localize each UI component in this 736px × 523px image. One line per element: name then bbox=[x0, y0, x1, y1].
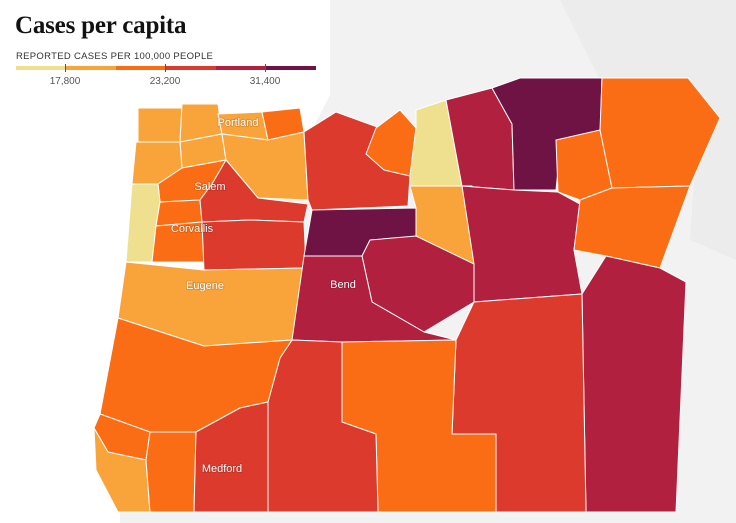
county-jackson[interactable] bbox=[193, 401, 269, 513]
legend-tick-1 bbox=[65, 64, 66, 72]
county-linn[interactable] bbox=[201, 219, 307, 271]
city-label-medford: Medford bbox=[202, 463, 242, 475]
legend-color-scale bbox=[16, 66, 316, 70]
legend-tick-3 bbox=[265, 64, 266, 72]
legend-tick-2 bbox=[165, 64, 166, 72]
city-label-portland: Portland bbox=[218, 117, 259, 129]
legend-swatch-1 bbox=[16, 66, 66, 70]
legend-tick-label-3: 31,400 bbox=[249, 76, 281, 87]
county-josephine[interactable] bbox=[145, 431, 197, 513]
city-label-salem: Salem bbox=[194, 181, 225, 193]
county-clatsop[interactable] bbox=[137, 107, 183, 143]
county-grant[interactable] bbox=[461, 185, 583, 303]
legend-swatch-6 bbox=[266, 66, 316, 70]
city-label-eugene: Eugene bbox=[186, 280, 224, 292]
legend-heading: REPORTED CASES PER 100,000 PEOPLE bbox=[16, 51, 214, 62]
city-label-bend: Bend bbox=[330, 279, 356, 291]
legend-tick-label-1: 17,800 bbox=[49, 76, 81, 87]
county-malheur[interactable] bbox=[581, 255, 687, 513]
legend-swatch-4 bbox=[166, 66, 216, 70]
city-label-corvallis: Corvallis bbox=[171, 223, 214, 235]
basemap-land-idaho bbox=[560, 0, 736, 260]
legend-swatch-2 bbox=[66, 66, 116, 70]
legend-tick-label-2: 23,200 bbox=[149, 76, 181, 87]
header-backdrop bbox=[0, 0, 330, 96]
legend-swatch-5 bbox=[216, 66, 266, 70]
legend-swatch-3 bbox=[116, 66, 166, 70]
map-title: Cases per capita bbox=[15, 12, 187, 39]
